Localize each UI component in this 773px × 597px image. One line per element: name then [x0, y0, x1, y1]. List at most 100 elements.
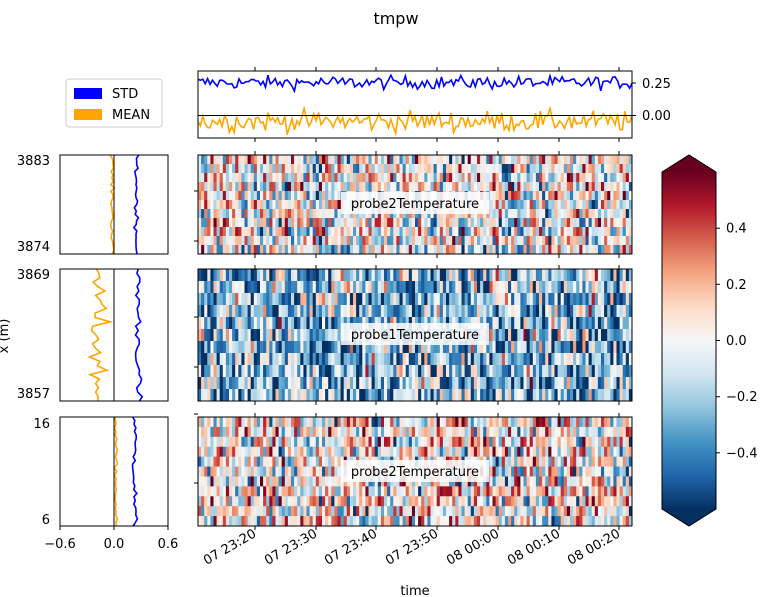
heatmap-cell	[281, 269, 286, 282]
heatmap-cell	[542, 209, 546, 219]
heatmap-cell	[424, 389, 428, 402]
heatmap-cell	[520, 353, 524, 366]
heatmap-cell	[588, 191, 593, 201]
heatmap-cell	[520, 377, 524, 390]
heatmap-cell	[318, 209, 323, 219]
heatmap-cell	[560, 200, 565, 210]
heatmap-cell	[328, 191, 332, 201]
heatmap-cell	[235, 305, 239, 318]
heatmap-cell	[604, 218, 608, 228]
heatmap-cell	[275, 269, 279, 282]
heatmap-cell	[622, 417, 627, 428]
heatmap-cell	[244, 496, 248, 507]
heatmap-cell	[477, 389, 481, 402]
heatmap-cell	[560, 426, 565, 438]
heatmap-cell	[523, 269, 527, 282]
heatmap-cell	[365, 269, 369, 282]
heatmap-cell	[356, 516, 360, 527]
heatmap-cell	[455, 173, 459, 183]
heatmap-cell	[619, 164, 624, 174]
heatmap-cell	[625, 317, 630, 330]
heatmap-cell	[560, 417, 565, 428]
heatmap-cell	[489, 317, 493, 330]
heatmap-cell	[622, 329, 627, 342]
heatmap-cell	[297, 227, 301, 237]
heatmap-cell	[334, 436, 338, 448]
heatmap-cell	[495, 218, 500, 228]
heatmap-cell	[216, 269, 221, 282]
heatmap-cell	[477, 218, 481, 228]
heatmap-cell	[297, 456, 301, 467]
heatmap-cell	[275, 245, 279, 255]
heatmap-cell	[610, 446, 614, 458]
figure-title: tmpw	[373, 9, 418, 28]
heatmap-cell	[235, 476, 239, 487]
heatmap-cell	[241, 353, 245, 366]
heatmap-cell	[331, 182, 335, 192]
heatmap-cell	[247, 353, 252, 366]
heatmap-cell	[548, 426, 552, 438]
heatmap-cell	[554, 317, 558, 330]
heatmap-cell	[582, 486, 586, 497]
heatmap-top-frame	[197, 154, 633, 255]
heatmap-cell	[318, 365, 323, 378]
heatmap-cell	[464, 496, 469, 507]
heatmap-cell	[421, 341, 425, 354]
heatmap-cell	[523, 164, 527, 174]
heatmap-cell	[390, 182, 394, 192]
heatmap-cell	[591, 281, 596, 294]
heatmap-cell	[278, 182, 283, 192]
heatmap-cell	[318, 317, 323, 330]
heatmap-cell	[628, 236, 633, 246]
heatmap-cell	[517, 389, 521, 402]
heatmap-cell	[616, 365, 620, 378]
heatmap-cell	[560, 436, 565, 448]
heatmap-cell	[480, 305, 484, 318]
heatmap-cell	[594, 466, 599, 477]
heatmap-cell	[436, 218, 441, 228]
heatmap-cell	[219, 365, 224, 378]
heatmap-cell	[284, 200, 289, 210]
heatmap-cell	[377, 365, 382, 378]
heatmap-cell	[297, 173, 301, 183]
heatmap-cell	[601, 436, 605, 448]
heatmap-cell	[340, 155, 345, 165]
heatmap-cell	[545, 466, 549, 477]
heatmap-cell	[306, 329, 310, 342]
heatmap-cell	[244, 417, 248, 428]
heatmap-cell	[495, 417, 500, 428]
heatmap-cell	[331, 365, 335, 378]
heatmap-cell	[210, 341, 214, 354]
heatmap-cell	[501, 486, 506, 497]
heatmap-cell	[517, 456, 521, 467]
heatmap-cell	[597, 446, 602, 458]
y-axis-label: x (m)	[0, 319, 12, 354]
heatmap-cell	[309, 365, 314, 378]
heatmap-cell	[241, 456, 245, 467]
heatmap-cell	[346, 446, 351, 458]
heatmap-cell	[294, 341, 298, 354]
heatmap-cell	[256, 446, 261, 458]
heatmap-cell	[625, 164, 630, 174]
heatmap-cell	[591, 317, 596, 330]
heatmap-cell	[210, 496, 214, 507]
heatmap-cell	[359, 293, 363, 306]
heatmap-cell	[312, 305, 317, 318]
heatmap-cell	[377, 236, 382, 246]
heatmap-cell	[622, 155, 627, 165]
heatmap-cell	[303, 227, 307, 237]
heatmap-cell	[613, 516, 617, 527]
heatmap-cell	[349, 506, 354, 517]
heatmap-cell	[548, 365, 552, 378]
heatmap-cell	[588, 365, 593, 378]
heatmap-cell	[287, 236, 292, 246]
heatmap-cell	[622, 506, 627, 517]
heatmap-cell	[526, 353, 531, 366]
heatmap-cell	[300, 353, 304, 366]
heatmap-cell	[566, 209, 571, 219]
heatmap-cell	[498, 353, 503, 366]
heatmap-cell	[566, 466, 571, 477]
heatmap-cell	[315, 389, 320, 402]
heatmap-cell	[374, 281, 379, 294]
heatmap-cell	[477, 426, 481, 438]
